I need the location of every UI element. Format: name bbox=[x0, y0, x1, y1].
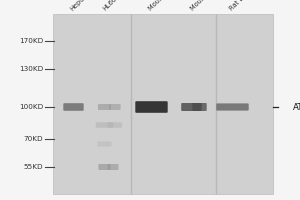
FancyBboxPatch shape bbox=[98, 164, 110, 170]
Text: Rat brain: Rat brain bbox=[228, 0, 254, 12]
FancyBboxPatch shape bbox=[96, 122, 113, 128]
FancyBboxPatch shape bbox=[108, 164, 118, 170]
Text: 170KD: 170KD bbox=[19, 38, 44, 44]
Bar bbox=[52, 14, 273, 194]
Text: ATG9B: ATG9B bbox=[292, 102, 300, 112]
FancyBboxPatch shape bbox=[135, 101, 168, 113]
FancyBboxPatch shape bbox=[216, 103, 249, 111]
Text: HepG2: HepG2 bbox=[69, 0, 89, 12]
Text: 70KD: 70KD bbox=[24, 136, 44, 142]
FancyBboxPatch shape bbox=[109, 104, 121, 110]
FancyBboxPatch shape bbox=[63, 103, 84, 111]
FancyBboxPatch shape bbox=[192, 103, 207, 111]
FancyBboxPatch shape bbox=[108, 122, 122, 128]
FancyBboxPatch shape bbox=[97, 141, 112, 147]
Text: 100KD: 100KD bbox=[19, 104, 44, 110]
FancyBboxPatch shape bbox=[98, 104, 111, 110]
Text: 130KD: 130KD bbox=[19, 66, 44, 72]
Text: HL60: HL60 bbox=[102, 0, 119, 12]
FancyBboxPatch shape bbox=[181, 103, 202, 111]
Text: Mouse liver: Mouse liver bbox=[147, 0, 178, 12]
Text: Mouse brain: Mouse brain bbox=[189, 0, 222, 12]
Text: 55KD: 55KD bbox=[24, 164, 44, 170]
